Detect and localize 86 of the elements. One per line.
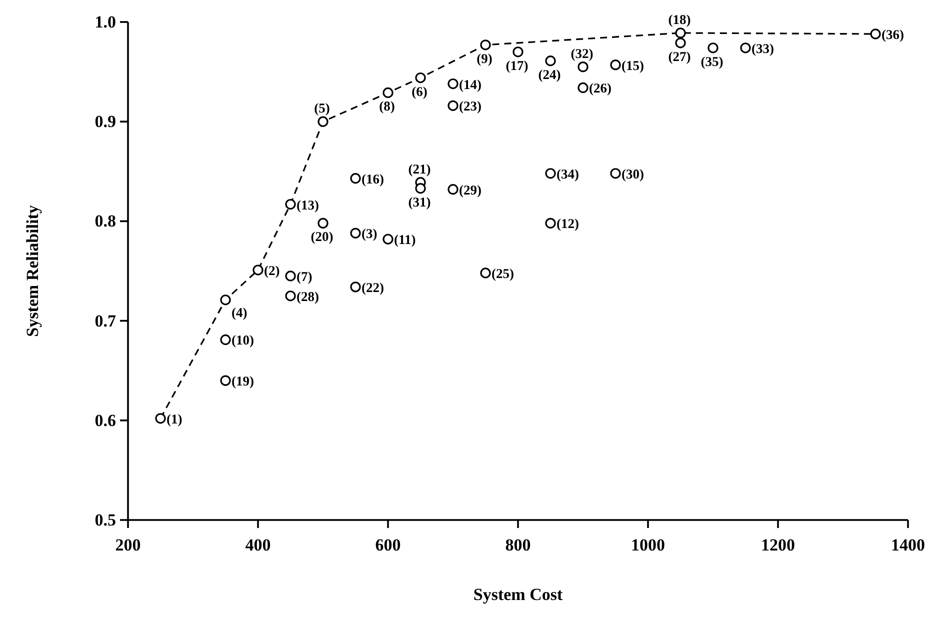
point	[448, 78, 458, 90]
y-tick-label: 0.7	[94, 311, 116, 330]
point	[610, 168, 621, 179]
point	[675, 28, 686, 38]
annotation: (25)	[492, 266, 514, 281]
point	[675, 38, 686, 48]
annotation: (14)	[459, 76, 482, 92]
point	[350, 282, 361, 292]
x-axis-title: System Cost	[473, 585, 563, 604]
point	[415, 72, 426, 84]
point	[870, 28, 881, 40]
annotation: (22)	[362, 280, 384, 295]
annotation: (2)	[264, 263, 280, 278]
x-tick-label: 1200	[761, 536, 795, 555]
point	[578, 62, 588, 72]
annotation: (32)	[570, 46, 594, 61]
point	[285, 290, 296, 302]
annotation: (18)	[668, 12, 691, 27]
annotation: (13)	[296, 197, 319, 212]
point	[220, 334, 231, 346]
point	[382, 87, 394, 98]
annotation: (15)	[622, 58, 644, 73]
point	[318, 218, 328, 228]
annotation: (33)	[752, 40, 774, 56]
point	[155, 413, 166, 424]
annotation: (7)	[296, 268, 312, 284]
annotation: (23)	[459, 98, 482, 114]
point	[285, 198, 296, 210]
y-axis-title: System Reliability	[23, 204, 42, 337]
annotation: (8)	[379, 98, 395, 114]
point	[545, 218, 556, 228]
annotation: (4)	[232, 304, 248, 320]
annotation: (36)	[882, 26, 904, 42]
point	[610, 60, 621, 70]
point	[448, 184, 458, 195]
point	[740, 42, 751, 54]
point	[708, 42, 718, 54]
annotation: (17)	[506, 58, 528, 73]
point	[415, 183, 426, 194]
y-tick-label: 1.0	[94, 12, 116, 32]
point	[448, 100, 458, 111]
point	[252, 264, 264, 276]
point	[220, 294, 231, 306]
x-tick-label: 1000	[631, 536, 665, 555]
point	[480, 268, 491, 278]
annotation: (16)	[362, 171, 384, 186]
annotation: (30)	[622, 166, 644, 182]
x-tick-label: 400	[245, 536, 271, 555]
annotation: (9)	[476, 50, 492, 66]
point	[545, 168, 556, 179]
annotation: (3)	[362, 226, 378, 242]
point	[480, 40, 491, 50]
point	[350, 228, 361, 238]
point	[220, 375, 231, 386]
annotation: (1)	[166, 411, 182, 426]
x-tick-label: 200	[115, 536, 141, 555]
y-tick-label: 0.9	[94, 112, 116, 132]
point	[318, 116, 328, 127]
annotation: (11)	[394, 232, 416, 248]
annotation: (24)	[538, 66, 561, 82]
point	[545, 56, 556, 66]
annotation: (35)	[700, 54, 724, 69]
annotation: (34)	[556, 166, 579, 182]
annotation: (6)	[412, 84, 428, 99]
annotation: (20)	[310, 229, 334, 244]
y-tick-label: 0.8	[94, 212, 116, 231]
annotation: (10)	[232, 332, 254, 348]
x-tick-label: 800	[505, 536, 531, 555]
point	[382, 234, 394, 244]
annotation: (21)	[408, 161, 431, 176]
point	[578, 82, 588, 94]
annotation: (26)	[589, 80, 612, 96]
point	[512, 46, 524, 58]
annotation: (19)	[232, 374, 254, 389]
point	[285, 270, 296, 282]
y-tick-label: 0.6	[94, 410, 116, 430]
y-tick-label: 0.5	[94, 510, 116, 530]
x-tick-label: 600	[375, 536, 401, 555]
x-tick-label: 1400	[891, 536, 925, 555]
annotation: (28)	[296, 288, 319, 304]
annotation: (27)	[668, 48, 691, 64]
point	[350, 173, 361, 184]
annotation: (31)	[408, 194, 431, 210]
annotation: (12)	[556, 216, 579, 232]
annotation: (29)	[459, 182, 482, 198]
annotation: (5)	[314, 100, 330, 116]
